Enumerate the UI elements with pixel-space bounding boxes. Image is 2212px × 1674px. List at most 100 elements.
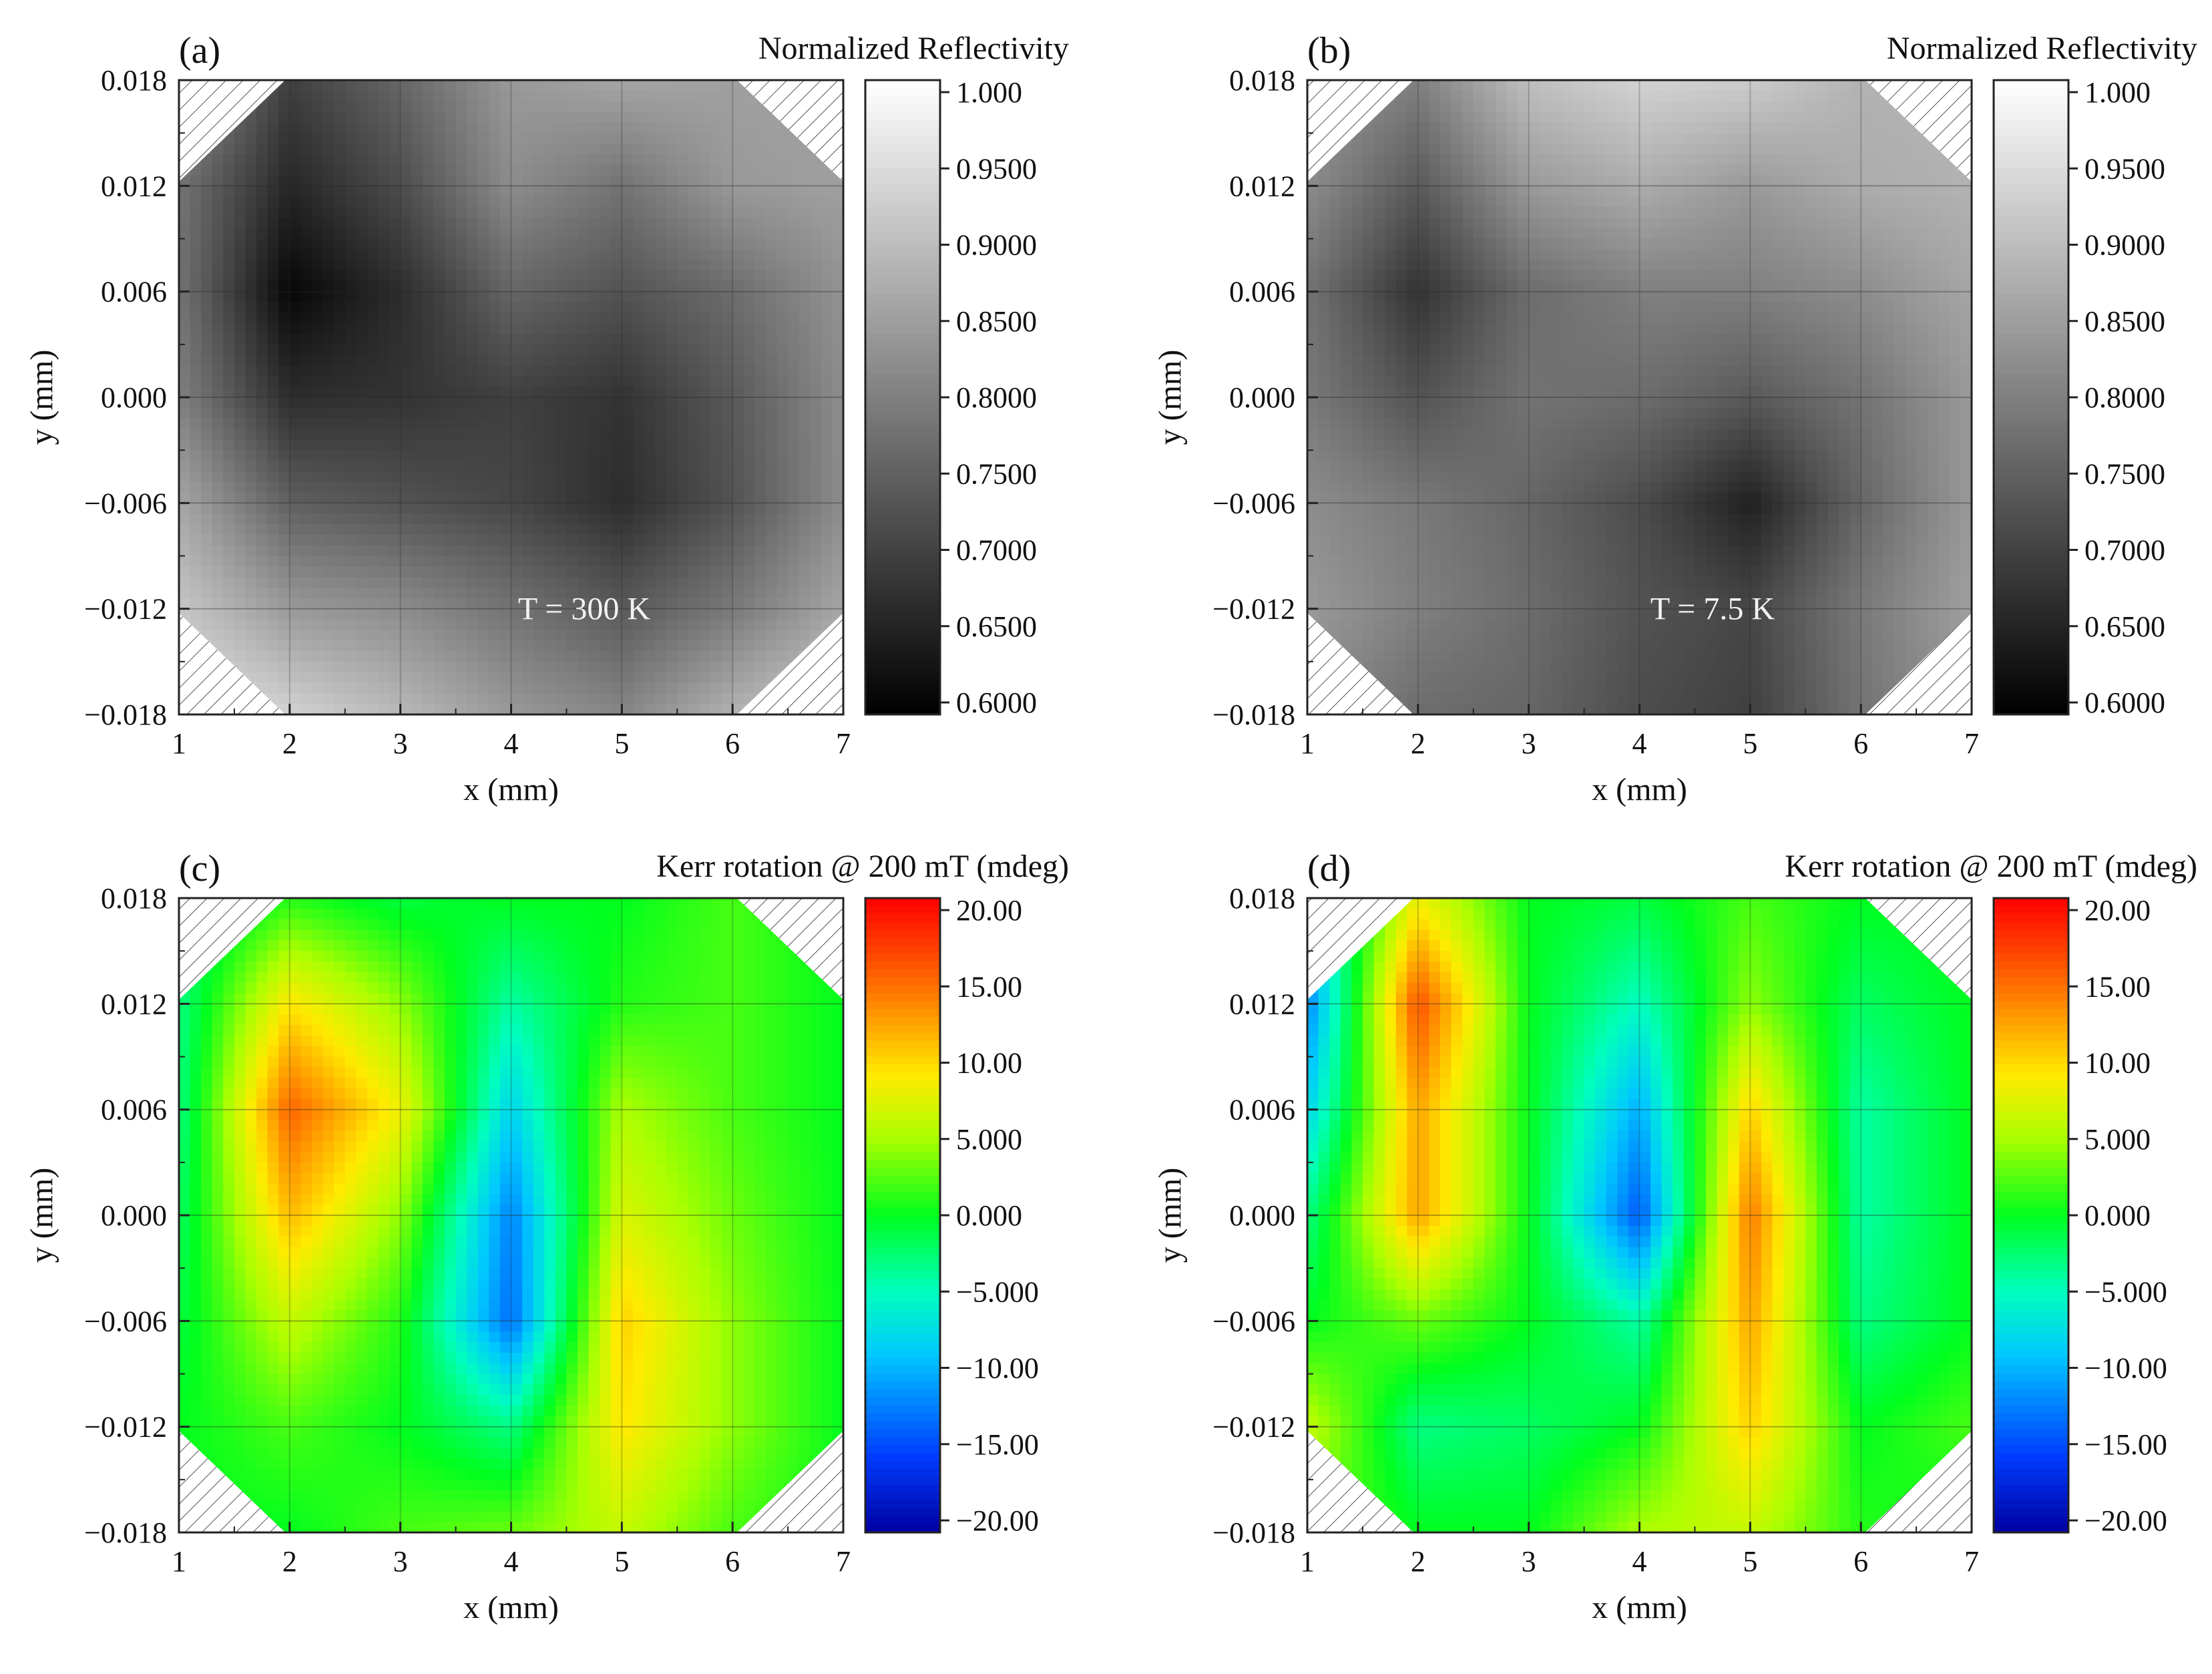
heatmap-cell (688, 91, 700, 101)
heatmap-cell (699, 80, 710, 91)
heatmap-cell (367, 630, 379, 640)
heatmap-cell (356, 260, 367, 270)
heatmap-cell (1484, 101, 1496, 112)
heatmap-cell (411, 609, 423, 620)
heatmap-cell (1928, 176, 1939, 186)
heatmap-cell (622, 461, 633, 471)
heatmap-cell (566, 80, 578, 91)
heatmap-cell (766, 651, 777, 662)
heatmap-cell (256, 450, 268, 461)
heatmap-cell (179, 186, 190, 196)
heatmap-cell (379, 651, 390, 662)
heatmap-cell (744, 419, 755, 429)
heatmap-cell (389, 387, 401, 397)
heatmap-cell (278, 91, 290, 101)
heatmap-cell (278, 323, 290, 334)
heatmap-cell (799, 419, 811, 429)
heatmap-cell (677, 704, 688, 714)
heatmap-cell (511, 355, 523, 366)
heatmap-cell (1529, 165, 1540, 176)
heatmap-cell (611, 535, 622, 546)
heatmap-cell (622, 312, 633, 323)
heatmap-cell (710, 429, 722, 440)
heatmap-cell (478, 165, 489, 176)
heatmap-cell (379, 376, 390, 387)
heatmap-cell (256, 207, 268, 218)
heatmap-cell (1750, 101, 1761, 112)
heatmap-cell (190, 419, 202, 429)
heatmap-cell (445, 640, 456, 651)
heatmap-cell (1396, 176, 1407, 186)
heatmap-cell (1385, 270, 1396, 281)
heatmap-cell (478, 577, 489, 588)
heatmap-cell (766, 122, 777, 133)
heatmap-cell (411, 471, 423, 482)
heatmap-cell (666, 577, 678, 588)
heatmap-cell (212, 556, 224, 567)
heatmap-cell (1540, 112, 1551, 123)
heatmap-cell (423, 513, 434, 524)
heatmap-cell (788, 196, 799, 207)
heatmap-cell (1795, 218, 1806, 228)
heatmap-cell (522, 450, 533, 461)
heatmap-cell (1529, 196, 1540, 207)
heatmap-cell (367, 419, 379, 429)
heatmap-cell (1938, 165, 1950, 176)
heatmap-cell (445, 323, 456, 334)
heatmap-cell (1650, 186, 1662, 196)
heatmap-cell (544, 366, 556, 377)
heatmap-cell (754, 471, 766, 482)
heatmap-cell (1628, 133, 1640, 144)
heatmap-cell (578, 503, 589, 513)
heatmap-cell (744, 302, 755, 313)
colorbar-segment (865, 254, 940, 263)
heatmap-cell (345, 366, 357, 377)
heatmap-cell (677, 345, 688, 355)
heatmap-cell (179, 493, 190, 503)
heatmap-cell (423, 154, 434, 165)
heatmap-cell (655, 672, 666, 683)
heatmap-cell (489, 355, 500, 366)
heatmap-cell (1562, 144, 1573, 154)
heatmap-cell (467, 218, 478, 228)
heatmap-cell (401, 513, 412, 524)
heatmap-cell (600, 281, 611, 292)
heatmap-cell (1518, 144, 1529, 154)
heatmap-cell (1617, 260, 1628, 270)
heatmap-cell (788, 334, 799, 345)
heatmap-cell (744, 535, 755, 546)
heatmap-cell (1452, 165, 1463, 176)
heatmap-cell (1474, 144, 1485, 154)
heatmap-cell (334, 546, 345, 556)
heatmap-cell (268, 461, 279, 471)
heatmap-cell (334, 640, 345, 651)
heatmap-cell (268, 524, 279, 535)
heatmap-cell (1529, 207, 1540, 218)
heatmap-cell (1529, 218, 1540, 228)
heatmap-cell (1418, 165, 1429, 176)
heatmap-cell (722, 493, 733, 503)
heatmap-cell (379, 471, 390, 482)
heatmap-cell (788, 598, 799, 609)
heatmap-cell (179, 355, 190, 366)
heatmap-cell (633, 239, 644, 250)
heatmap-cell (666, 419, 678, 429)
heatmap-cell (500, 588, 511, 598)
heatmap-cell (777, 366, 789, 377)
heatmap-cell (489, 693, 500, 704)
heatmap-cell (799, 186, 811, 196)
heatmap-cell (677, 566, 688, 577)
heatmap-cell (722, 366, 733, 377)
heatmap-cell (754, 672, 766, 683)
heatmap-cell (710, 387, 722, 397)
heatmap-cell (533, 524, 545, 535)
heatmap-cell (234, 620, 246, 630)
heatmap-cell (423, 101, 434, 112)
heatmap-cell (710, 450, 722, 461)
heatmap-cell (578, 302, 589, 313)
heatmap-cell (1916, 270, 1928, 281)
heatmap-cell (334, 493, 345, 503)
heatmap-cell (379, 672, 390, 683)
heatmap-cell (500, 207, 511, 218)
heatmap-cell (566, 133, 578, 144)
